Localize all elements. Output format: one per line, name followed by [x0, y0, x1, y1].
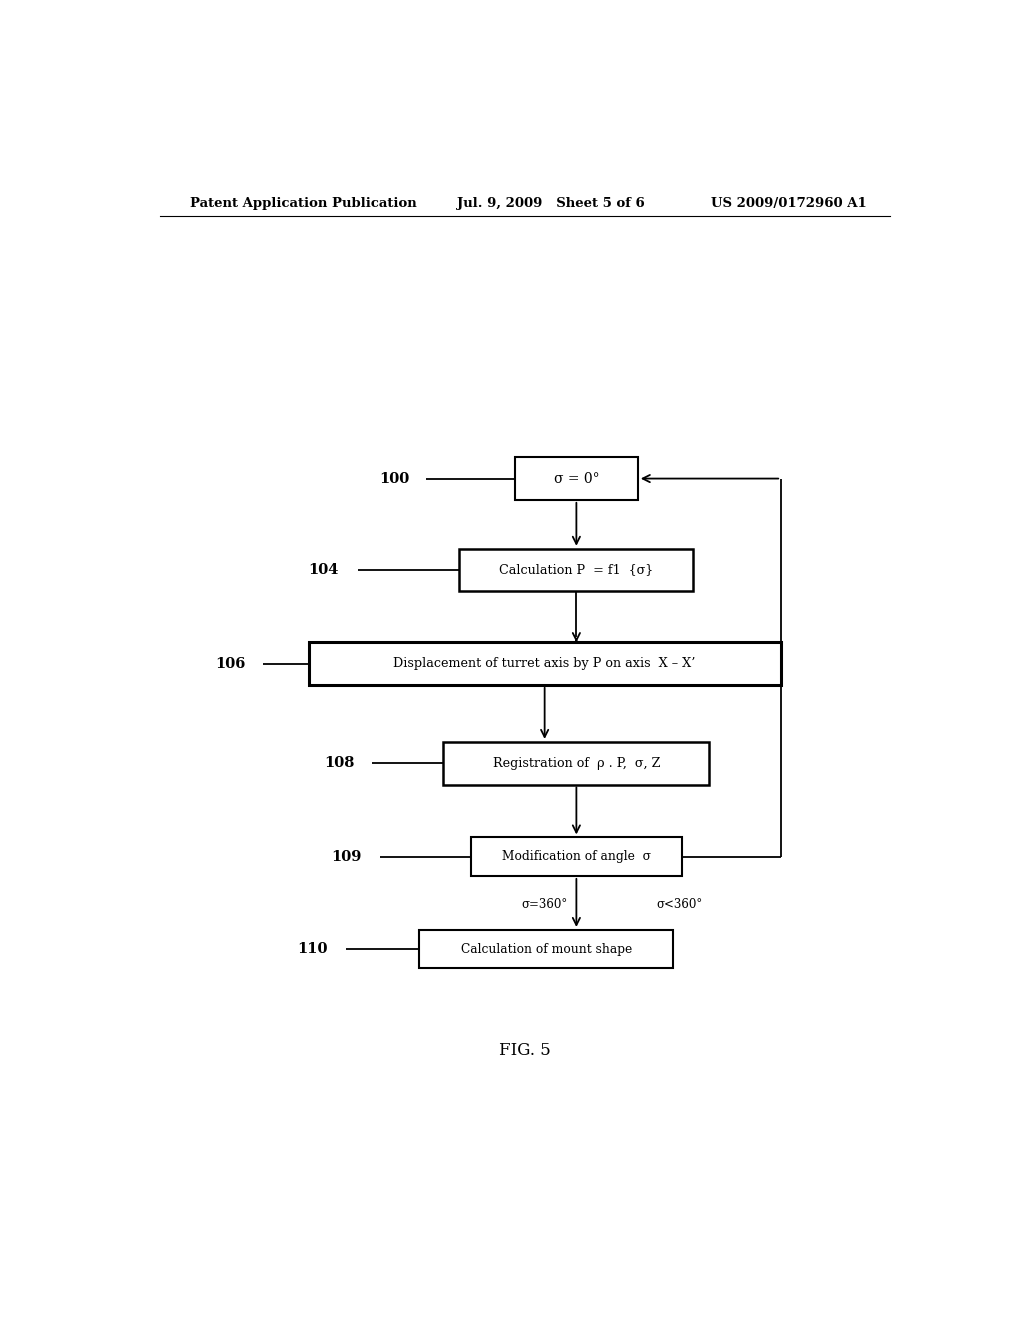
- Text: Calculation of mount shape: Calculation of mount shape: [461, 942, 632, 956]
- Text: σ = 0°: σ = 0°: [554, 471, 599, 486]
- Text: σ<360°: σ<360°: [656, 899, 702, 911]
- FancyBboxPatch shape: [419, 929, 673, 969]
- FancyBboxPatch shape: [515, 457, 638, 500]
- Text: Calculation P  = f1  {σ}: Calculation P = f1 {σ}: [500, 564, 653, 577]
- Text: 110: 110: [298, 942, 328, 956]
- Text: Patent Application Publication: Patent Application Publication: [189, 197, 417, 210]
- FancyBboxPatch shape: [460, 549, 693, 591]
- Text: σ=360°: σ=360°: [521, 899, 567, 911]
- Text: FIG. 5: FIG. 5: [499, 1043, 551, 1059]
- Text: Registration of  ρ . P,  σ, Z: Registration of ρ . P, σ, Z: [493, 756, 660, 770]
- FancyBboxPatch shape: [308, 643, 780, 685]
- Text: 100: 100: [380, 471, 410, 486]
- Text: US 2009/0172960 A1: US 2009/0172960 A1: [712, 197, 867, 210]
- FancyBboxPatch shape: [443, 742, 710, 784]
- Text: Modification of angle  σ: Modification of angle σ: [502, 850, 651, 863]
- Text: 109: 109: [332, 850, 362, 863]
- Text: 108: 108: [324, 756, 354, 770]
- FancyBboxPatch shape: [471, 837, 682, 876]
- Text: Displacement of turret axis by P on axis  X – X’: Displacement of turret axis by P on axis…: [393, 657, 696, 671]
- Text: 104: 104: [308, 564, 338, 577]
- Text: Jul. 9, 2009   Sheet 5 of 6: Jul. 9, 2009 Sheet 5 of 6: [458, 197, 645, 210]
- Text: 106: 106: [215, 656, 246, 671]
